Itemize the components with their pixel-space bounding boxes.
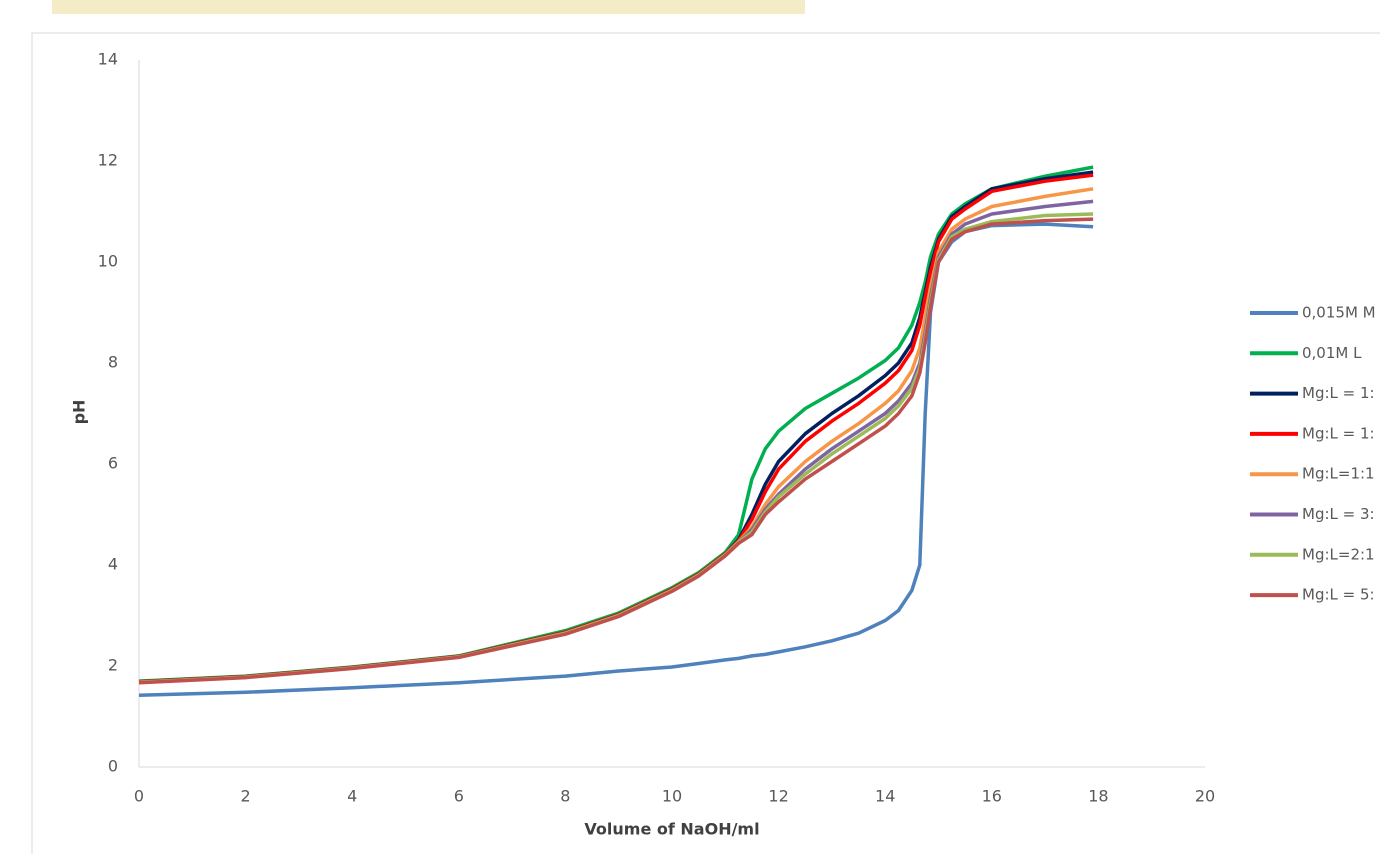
y-tick-label: 10 [98, 252, 118, 271]
legend-label: 0,015M M [1302, 304, 1376, 322]
y-tick-label: 0 [108, 757, 118, 776]
y-tick-label: 8 [108, 353, 118, 372]
x-tick-label: 12 [768, 787, 788, 806]
x-tick-label: 18 [1088, 787, 1108, 806]
series-line [138, 187, 1094, 684]
y-tick-label: 12 [98, 151, 118, 170]
x-tick-label: 14 [875, 787, 895, 806]
y-tick-label: 6 [108, 454, 118, 473]
series-line [138, 212, 1094, 684]
x-tick-label: 10 [662, 787, 682, 806]
legend-label: Mg:L=1:1 [1302, 465, 1375, 483]
legend-label: 0,01M L [1302, 344, 1362, 362]
x-tick-label: 6 [454, 787, 464, 806]
x-tick-label: 4 [347, 787, 357, 806]
x-tick-label: 16 [982, 787, 1002, 806]
legend-label: Mg:L = 3: [1302, 505, 1375, 523]
x-tick-label: 2 [241, 787, 251, 806]
x-axis-title: Volume of NaOH/ml [584, 820, 759, 839]
legend-label: Mg:L = 1: [1302, 424, 1375, 442]
legend-label: Mg:L = 5: [1302, 586, 1375, 604]
series-line [138, 170, 1094, 684]
legend-label: Mg:L = 1: [1302, 384, 1375, 402]
image-strip [52, 0, 805, 14]
x-tick-label: 8 [560, 787, 570, 806]
series-line [138, 199, 1094, 684]
y-tick-label: 2 [108, 656, 118, 675]
x-tick-label: 0 [134, 787, 144, 806]
series-line [138, 173, 1094, 684]
chart-border [31, 32, 1380, 854]
series-line [138, 217, 1094, 685]
legend-label: Mg:L=2:1 [1302, 545, 1375, 563]
x-tick-label: 20 [1195, 787, 1215, 806]
y-tick-label: 4 [108, 555, 118, 574]
y-axis-title: pH [70, 400, 89, 425]
series-line [138, 222, 1094, 698]
y-tick-label: 14 [98, 50, 118, 69]
